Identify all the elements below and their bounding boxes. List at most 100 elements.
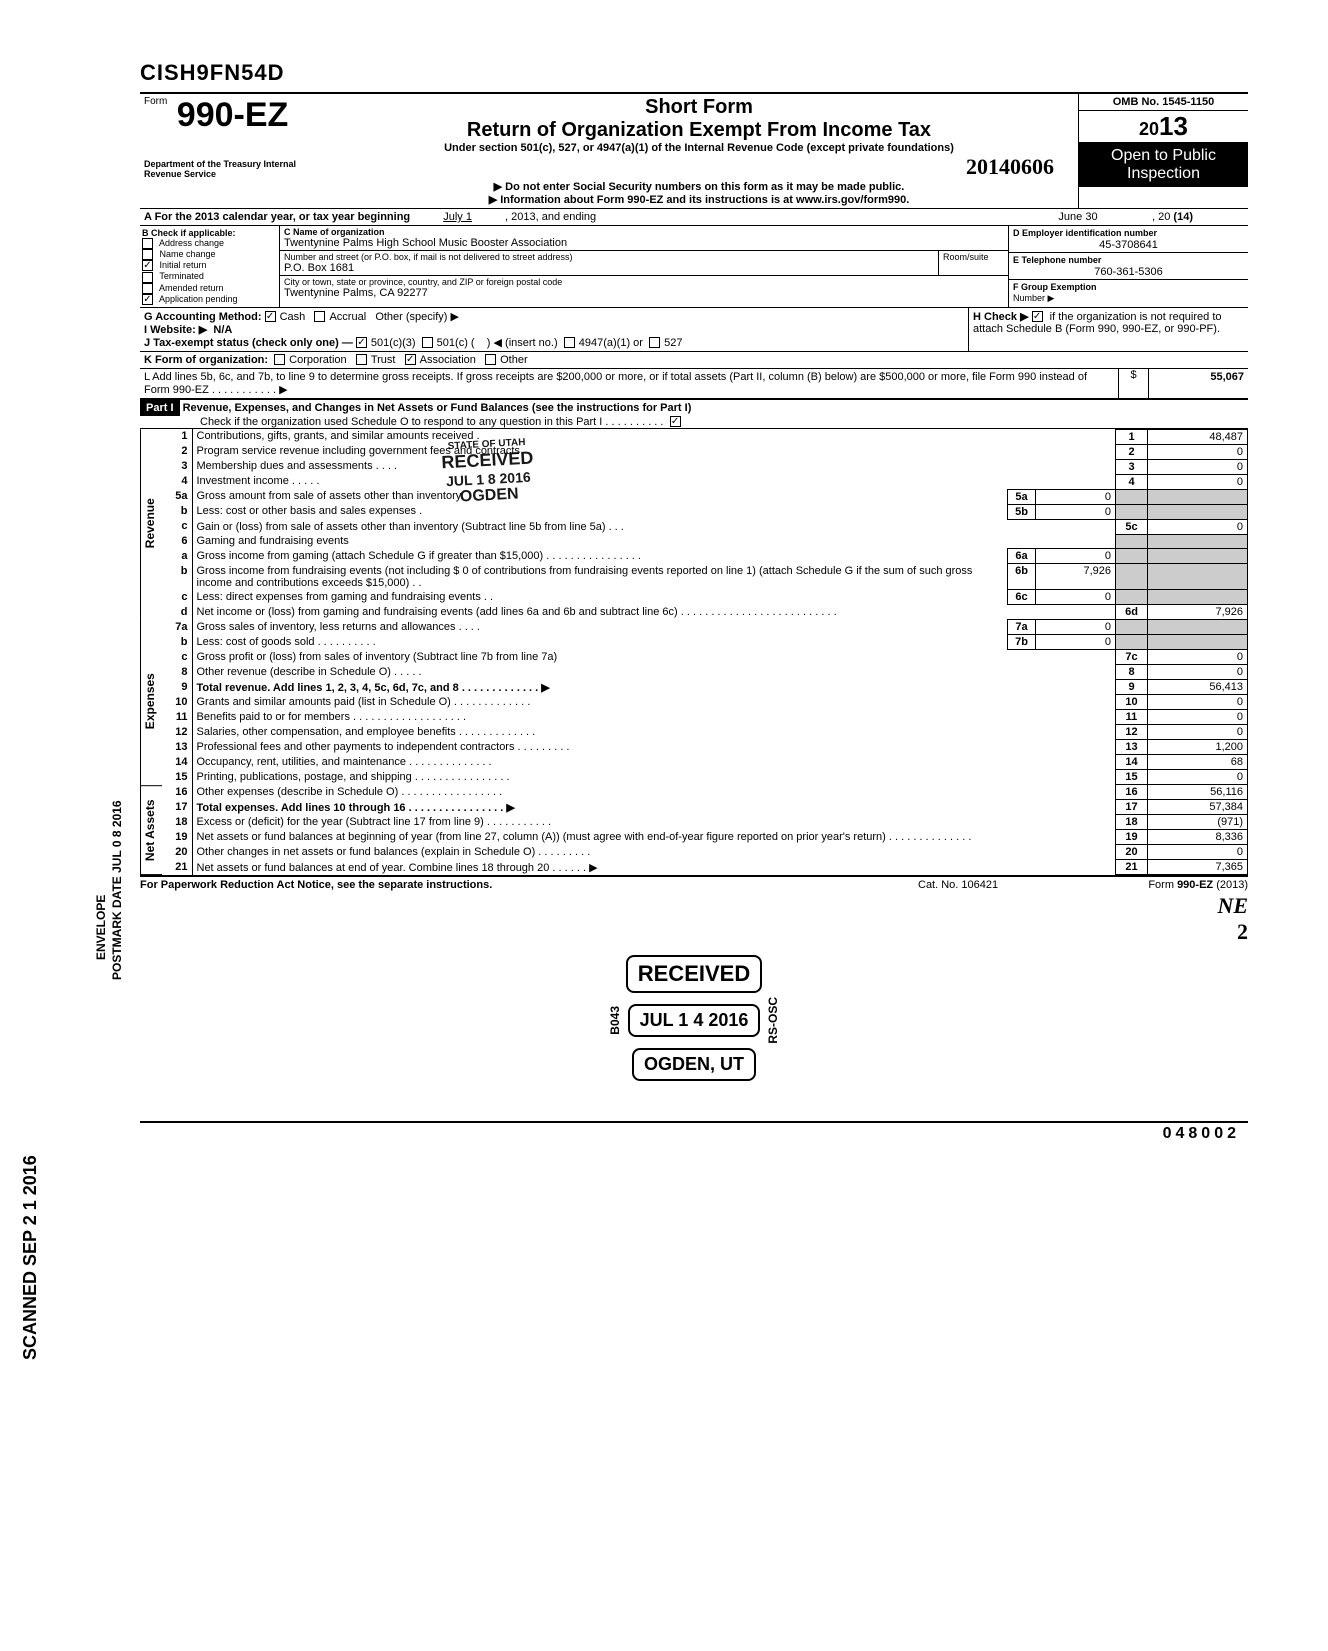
g-cash-cb[interactable]: ✓ — [265, 311, 276, 322]
g-accrual: Accrual — [329, 311, 366, 323]
line-row: 8Other revenue (describe in Schedule O) … — [162, 665, 1248, 680]
bottom-code: 048002 — [140, 1121, 1248, 1145]
inspection: Inspection — [1081, 165, 1246, 183]
form-label: Form — [144, 96, 167, 107]
b-item-cb[interactable] — [142, 283, 153, 294]
d-heading: D Employer identification number — [1013, 228, 1157, 238]
city-heading: City or town, state or province, country… — [284, 277, 1004, 287]
k-trust: Trust — [371, 354, 396, 366]
k-label: K Form of organization: — [144, 354, 268, 366]
k-corp: Corporation — [289, 354, 346, 366]
b-item: Terminated — [142, 271, 277, 282]
line-a-label: A For the 2013 calendar year, or tax yea… — [144, 211, 410, 223]
line-row: dNet income or (loss) from gaming and fu… — [162, 605, 1248, 620]
hand-ne: NE — [1217, 893, 1248, 918]
donot-ssn: ▶ Do not enter Social Security numbers o… — [324, 180, 1074, 193]
g-accrual-cb[interactable] — [314, 311, 325, 322]
cat-no: Cat. No. 106421 — [918, 879, 1068, 891]
line-row: 6Gaming and fundraising events — [162, 534, 1248, 549]
line-row: 18Excess or (deficit) for the year (Subt… — [162, 815, 1248, 830]
b-item: ✓ Application pending — [142, 294, 277, 305]
ty-mid: , 2013, and ending — [505, 211, 596, 223]
line-row: 4Investment income . . . . .40 — [162, 474, 1248, 489]
return-title: Return of Organization Exempt From Incom… — [324, 119, 1074, 142]
line-row: bLess: cost or other basis and sales exp… — [162, 504, 1248, 519]
e-heading: E Telephone number — [1013, 255, 1101, 265]
j-ins: ◀ (insert no.) — [494, 337, 558, 349]
form-number: 990-EZ — [177, 96, 289, 134]
lines-table: 1Contributions, gifts, grants, and simil… — [162, 429, 1248, 876]
line-row: 7aGross sales of inventory, less returns… — [162, 620, 1248, 635]
org-name: Twentynine Palms High School Music Boost… — [284, 237, 1004, 249]
ein: 45-3708641 — [1013, 239, 1244, 251]
b-item-cb[interactable]: ✓ — [142, 260, 153, 271]
cat-netassets: Net Assets — [140, 786, 162, 875]
b-item: Amended return — [142, 283, 277, 294]
k-other: Other — [500, 354, 528, 366]
j-a1: 4947(a)(1) or — [579, 337, 643, 349]
b-item-cb[interactable]: ✓ — [142, 294, 153, 305]
h-cb[interactable]: ✓ — [1032, 311, 1043, 322]
f-heading: F Group Exemption — [1013, 282, 1097, 292]
line-row: 2Program service revenue including gover… — [162, 444, 1248, 459]
b-item-cb[interactable] — [142, 249, 153, 260]
line-row: cGross profit or (loss) from sales of in… — [162, 650, 1248, 665]
line-row: 12Salaries, other compensation, and empl… — [162, 725, 1248, 740]
stamp-b043: B043 — [608, 1006, 622, 1035]
line-row: 11Benefits paid to or for members . . . … — [162, 710, 1248, 725]
k-assoc: Association — [420, 354, 476, 366]
line-row: bLess: cost of goods sold . . . . . . . … — [162, 635, 1248, 650]
j-label: J Tax-exempt status (check only one) — — [144, 337, 353, 349]
b-item-cb[interactable] — [142, 272, 153, 283]
phone: 760-361-5306 — [1013, 266, 1244, 278]
part1-bar: Part I — [140, 400, 180, 416]
line-row: 16Other expenses (describe in Schedule O… — [162, 785, 1248, 800]
g-cash: Cash — [280, 311, 306, 323]
handwritten-date: 20140606 — [324, 154, 1054, 180]
f-sub: Number ▶ — [1013, 293, 1244, 304]
k-corp-cb[interactable] — [274, 354, 285, 365]
l-val: 55,067 — [1148, 369, 1248, 398]
line-row: 3Membership dues and assessments . . . .… — [162, 459, 1248, 474]
line-row: 10Grants and similar amounts paid (list … — [162, 695, 1248, 710]
b-item: Name change — [142, 249, 277, 260]
j-c-cb[interactable] — [422, 337, 433, 348]
b-item: ✓ Initial return — [142, 260, 277, 271]
omb-number: OMB No. 1545-1150 — [1079, 94, 1248, 111]
j-527-cb[interactable] — [649, 337, 660, 348]
pra-notice: For Paperwork Reduction Act Notice, see … — [140, 879, 492, 891]
part1-checko-cb[interactable]: ✓ — [670, 416, 681, 427]
k-trust-cb[interactable] — [356, 354, 367, 365]
open-public: Open to Public — [1081, 147, 1246, 165]
stamp-ogden-2: OGDEN, UT — [632, 1048, 756, 1081]
line-row: aGross income from gaming (attach Schedu… — [162, 549, 1248, 564]
stamp-received-2: RECEIVED — [626, 955, 762, 993]
hand-2: 2 — [1237, 919, 1248, 944]
cat-expenses: Expenses — [140, 617, 162, 786]
line-row: cLess: direct expenses from gaming and f… — [162, 590, 1248, 605]
document-id: CISH9FN54D — [140, 60, 1248, 86]
line-row: 5aGross amount from sale of assets other… — [162, 489, 1248, 504]
j-527: 527 — [664, 337, 682, 349]
j-a1-cb[interactable] — [564, 337, 575, 348]
j-c3-cb[interactable]: ✓ — [356, 337, 367, 348]
info-url: ▶ Information about Form 990-EZ and its … — [324, 193, 1074, 206]
g-other: Other (specify) ▶ — [375, 311, 459, 323]
room-suite: Room/suite — [938, 251, 1008, 275]
line-row: 13Professional fees and other payments t… — [162, 740, 1248, 755]
ty-end-month: June 30 — [1008, 209, 1148, 225]
b-item-cb[interactable] — [142, 238, 153, 249]
c-heading: C Name of organization — [284, 227, 1004, 237]
scanned-sidelabel: SCANNED SEP 2 1 2016 — [20, 1155, 41, 1360]
org-city: Twentynine Palms, CA 92277 — [284, 287, 1004, 299]
line-row: 17Total expenses. Add lines 10 through 1… — [162, 800, 1248, 815]
k-assoc-cb[interactable]: ✓ — [405, 354, 416, 365]
ty-yr: (14) — [1173, 211, 1193, 223]
line-row: cGain or (loss) from sale of assets othe… — [162, 519, 1248, 534]
short-form-title: Short Form — [324, 96, 1074, 119]
ty-yr-pre: , 20 — [1152, 211, 1170, 223]
line-row: 19Net assets or fund balances at beginni… — [162, 830, 1248, 845]
k-other-cb[interactable] — [485, 354, 496, 365]
under-section: Under section 501(c), 527, or 4947(a)(1)… — [324, 142, 1074, 154]
stamp-rsosc: RS-OSC — [766, 997, 780, 1044]
